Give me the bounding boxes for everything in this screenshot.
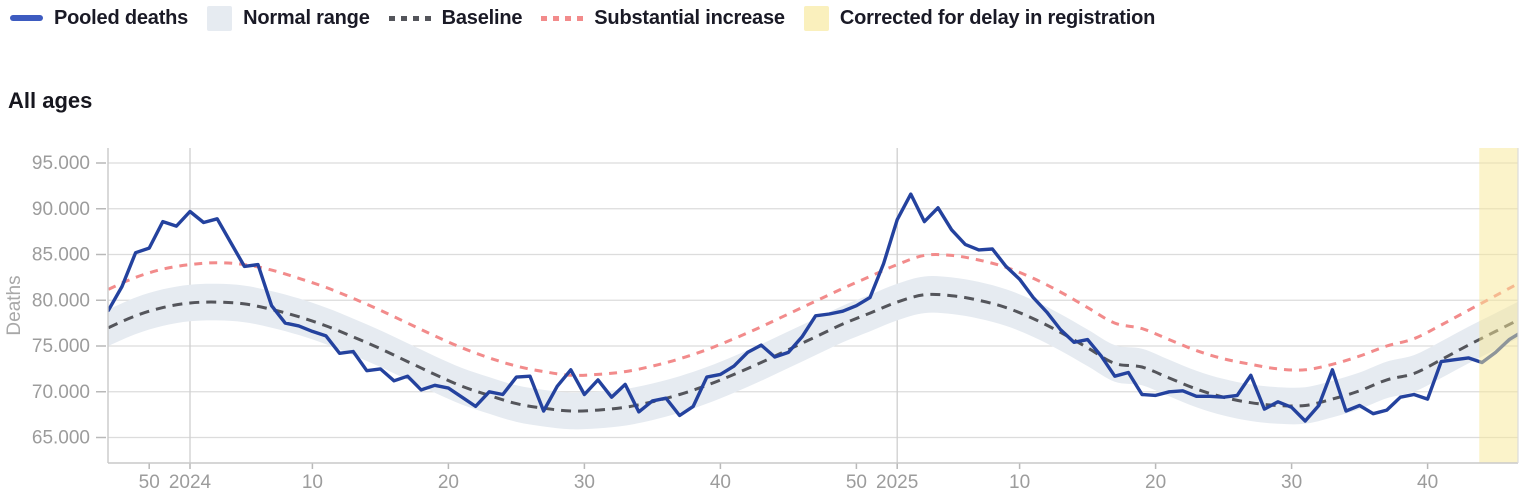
x-tick-label: 20 <box>1145 472 1166 493</box>
legend-label: Normal range <box>243 6 370 29</box>
chart-legend: Pooled deaths Normal range Baseline Substan… <box>10 3 1174 33</box>
x-tick-label: 50 <box>846 472 867 493</box>
y-tick-label: 80.000 <box>32 290 90 311</box>
legend-label: Substantial increase <box>594 6 785 29</box>
legend-swatch-pooled-deaths <box>10 15 43 21</box>
y-tick-label: 75.000 <box>32 336 90 357</box>
y-tick-label: 65.000 <box>32 428 90 449</box>
y-tick-label: 70.000 <box>32 382 90 403</box>
x-tick-label: 10 <box>1009 472 1030 493</box>
y-tick-label: 90.000 <box>32 199 90 220</box>
pooled-deaths-line <box>108 192 1518 423</box>
y-tick-label: 85.000 <box>32 245 90 266</box>
substantial-increase-line <box>108 253 1518 377</box>
legend-swatch-corrected-for-delay-in-registration <box>803 5 829 31</box>
x-tick-label: 2024 <box>169 472 212 493</box>
x-tick-label: 30 <box>1281 472 1302 493</box>
legend-item-corrected-for-delay-in-registration[interactable]: Corrected for delay in registration <box>803 5 1156 31</box>
x-tick-label: 10 <box>302 472 323 493</box>
corrected-region-overlay <box>1479 148 1518 463</box>
normal-range-band <box>108 276 1518 430</box>
legend-item-substantial-increase[interactable]: Substantial increase <box>541 7 785 30</box>
legend-swatch-baseline <box>388 15 431 21</box>
legend-label: Corrected for delay in registration <box>839 6 1156 29</box>
legend-item-pooled-deaths[interactable]: Pooled deaths <box>10 7 188 30</box>
x-tick-label: 40 <box>710 472 731 493</box>
legend-label: Baseline <box>441 6 523 29</box>
x-tick-label: 2025 <box>876 472 918 493</box>
x-tick-label: 50 <box>139 472 160 493</box>
x-tick-label: 20 <box>438 472 459 493</box>
legend-swatch-normal-range <box>207 5 233 31</box>
legend-item-baseline[interactable]: Baseline <box>388 6 523 30</box>
legend-label: Pooled deaths <box>54 6 189 29</box>
x-tick-label: 40 <box>1417 472 1438 493</box>
legend-item-normal-range[interactable]: Normal range <box>207 5 370 31</box>
y-axis-title: Deaths <box>4 275 25 335</box>
x-tick-label: 30 <box>574 472 595 493</box>
y-tick-label: 95.000 <box>32 153 90 174</box>
chart-title: All ages <box>8 88 93 113</box>
legend-swatch-substantial-increase <box>541 15 584 21</box>
